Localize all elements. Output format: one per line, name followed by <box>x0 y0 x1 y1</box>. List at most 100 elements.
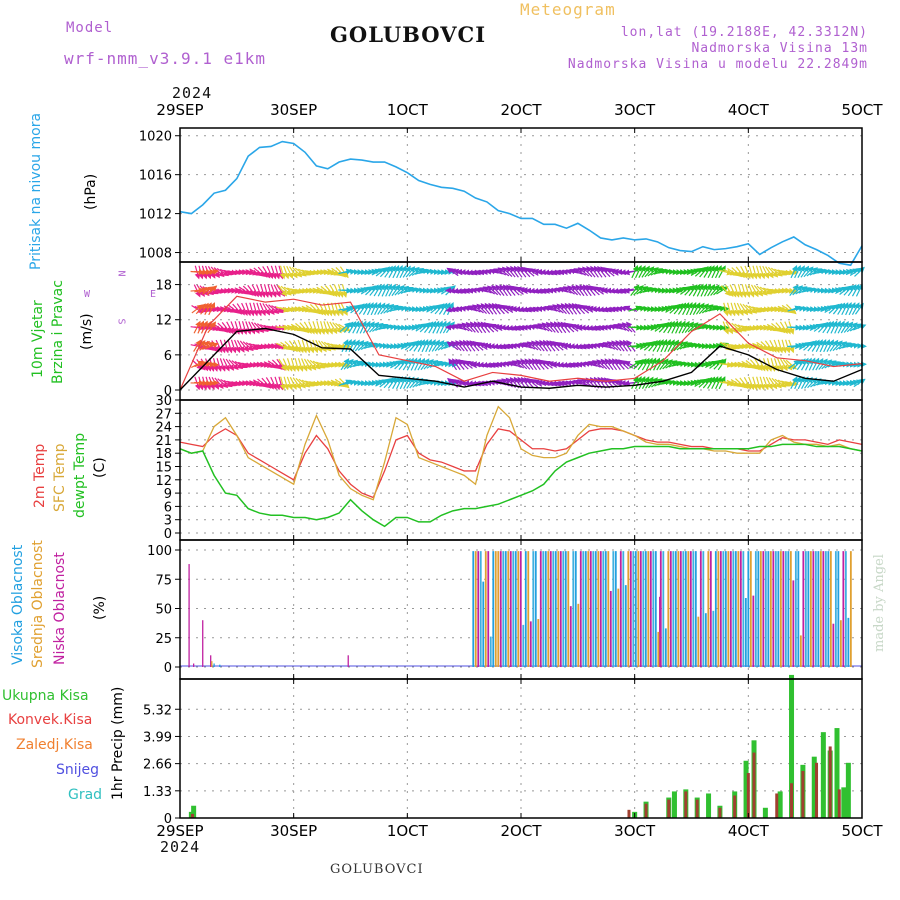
wind-barb <box>701 304 714 314</box>
wind-barb <box>734 323 747 332</box>
wind-barb <box>741 284 748 298</box>
wind-barb <box>670 339 680 352</box>
precip-bar <box>815 762 819 818</box>
y-tick-label: 0 <box>164 384 172 399</box>
wind-barb <box>725 321 733 335</box>
panel-frame <box>179 261 863 401</box>
hail-label: Grad <box>68 787 103 803</box>
wind-barb <box>372 322 384 332</box>
wind-barb <box>279 376 286 391</box>
wind-barb <box>766 358 773 372</box>
wind-barb <box>349 360 363 369</box>
wind-barb <box>726 302 733 317</box>
wind-barb <box>733 361 748 368</box>
wind-barb <box>437 340 449 351</box>
wind-barb <box>624 361 638 368</box>
wind-barb <box>289 376 297 390</box>
wind-barb <box>638 265 646 279</box>
model-name: wrf-nmm_v3.9.1 e1km <box>64 49 267 68</box>
wind-barb <box>851 302 860 315</box>
x-tick-label-top: 4OCT <box>728 101 770 119</box>
precip-bar <box>845 762 851 818</box>
y-tick-label: 3 <box>164 514 172 529</box>
wind-barb <box>667 339 675 352</box>
wind-barb <box>713 285 725 296</box>
wind-barb <box>687 322 699 333</box>
wind-barb <box>414 268 429 275</box>
precip-bar <box>695 799 699 818</box>
wind-barb <box>784 380 799 387</box>
x-tick-label-top: 3OCT <box>614 101 656 119</box>
wind-barb <box>283 265 290 280</box>
wind-barb <box>249 342 263 350</box>
wind-barb <box>777 269 792 276</box>
precip-bar <box>644 803 648 818</box>
wind-barb <box>306 359 317 371</box>
wind-barb <box>784 269 799 276</box>
wind-barb <box>837 320 845 334</box>
wind-barb <box>682 342 697 349</box>
wind-barb <box>276 284 286 297</box>
wind-barb <box>312 339 319 354</box>
y-tick-label: 0 <box>164 812 172 827</box>
wind-barb <box>216 306 231 313</box>
y-tick-label: 24 <box>155 421 172 436</box>
model-label: Model <box>66 20 114 36</box>
wind-barb <box>473 321 483 334</box>
x-tick-label-bottom: 5OCT <box>842 822 884 840</box>
wind-barb <box>608 358 618 371</box>
wind-barb <box>748 305 762 313</box>
y-tick-label: 2.66 <box>143 758 172 773</box>
wind-barb <box>271 305 284 313</box>
wind-barb <box>657 379 672 386</box>
wind-barb <box>280 285 292 296</box>
wind-barb <box>647 267 659 277</box>
wind-barb <box>821 359 833 370</box>
y-tick-label: 1008 <box>139 247 172 262</box>
wind-barb <box>428 339 436 353</box>
wind-barb <box>443 361 458 368</box>
wind-barb <box>542 339 552 352</box>
wind-barb <box>431 339 440 352</box>
wind-barb <box>205 342 219 350</box>
wind-barb <box>357 340 369 351</box>
wind-barb <box>238 321 245 335</box>
wind-barb <box>765 376 773 390</box>
wind-barb <box>289 266 298 279</box>
wind-barb <box>662 359 674 370</box>
wind-barb <box>366 321 375 334</box>
wind-barb <box>684 321 695 333</box>
wind-barb <box>205 361 220 368</box>
wind-barb <box>227 339 234 354</box>
wind-barb <box>676 341 688 351</box>
wind-barb <box>377 302 386 315</box>
wind-barb <box>318 340 327 353</box>
wind-barb <box>644 266 655 278</box>
wind-barb <box>343 358 354 370</box>
wind-barb <box>755 265 762 280</box>
wind-barb <box>301 379 315 387</box>
wind-speed-line <box>179 327 863 391</box>
wind-barb <box>722 321 730 335</box>
wind-barb <box>335 322 347 333</box>
wind-barb <box>397 285 410 295</box>
model-altitude-label: Nadmorska Visina u modelu 22.2849m <box>567 57 868 72</box>
wind-barb <box>733 302 740 317</box>
precip-bar <box>811 756 817 818</box>
conv-precip-label: Konvek.Kisa <box>8 712 93 728</box>
wind-barb <box>202 341 215 350</box>
wind-barb <box>797 265 805 278</box>
wind-barb <box>207 321 217 334</box>
wind-barb <box>853 324 867 331</box>
footer-station: GOLUBOVCI <box>330 862 424 877</box>
y-tick-label: 1020 <box>139 130 172 145</box>
wind-barb <box>781 380 795 387</box>
wind-barb <box>283 286 297 295</box>
wind-barb <box>771 377 782 389</box>
precip-bar <box>801 770 805 818</box>
x-tick-label-top: 30SEP <box>270 101 317 119</box>
wind-barb <box>855 283 863 297</box>
year-label-bottom: 2024 <box>160 838 201 856</box>
wind-barb <box>301 358 308 372</box>
wind-barb <box>777 358 784 372</box>
